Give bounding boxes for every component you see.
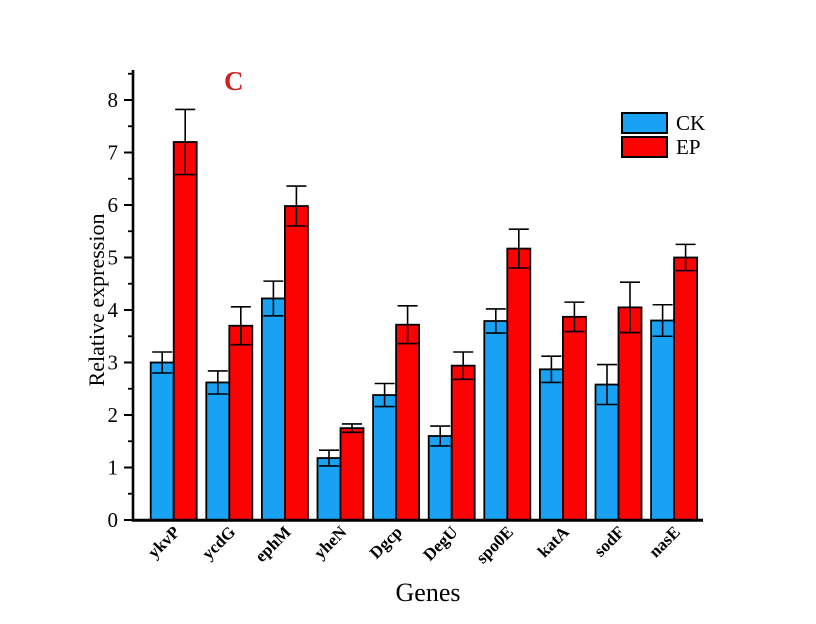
x-axis-title: Genes	[395, 578, 461, 607]
y-tick-label: 7	[108, 141, 119, 165]
bar-ck-DegU	[427, 435, 453, 521]
x-category-label: ephM	[251, 522, 294, 565]
x-category-label: spo0E	[472, 522, 517, 567]
bar-ck-katA	[539, 368, 564, 521]
x-category-label: sodF	[590, 522, 628, 560]
y-tick-label: 4	[108, 298, 119, 322]
bar-ep-katA	[562, 315, 587, 521]
y-tick-label: 2	[108, 403, 119, 427]
legend-label-ep: EP	[676, 134, 701, 159]
bar-ck-ephM	[260, 297, 286, 521]
bar-ep-nasE	[673, 256, 698, 521]
legend-swatch-ep	[621, 136, 668, 158]
y-tick-label: 0	[108, 508, 119, 532]
bar-ep-ykvP	[172, 141, 198, 521]
y-axis-title: Relative expression	[84, 213, 109, 387]
legend-label-ck: CK	[676, 110, 706, 135]
bar-ep-ycdG	[228, 324, 254, 521]
x-category-label: katA	[534, 522, 573, 561]
bar-ck-Dgcp	[372, 394, 398, 521]
y-tick-label: 6	[108, 193, 119, 217]
bar-ep-yheN	[339, 427, 365, 521]
legend: CK EP	[621, 112, 705, 160]
x-category-label: ykvP	[144, 522, 183, 561]
panel-label: C	[224, 66, 244, 96]
y-tick-label: 3	[108, 351, 119, 375]
x-category-label: nasE	[645, 522, 684, 561]
bar-ck-spo0E	[483, 320, 509, 521]
y-tick-label: 5	[108, 246, 119, 270]
bar-ep-Dgcp	[395, 323, 421, 521]
bar-ck-nasE	[650, 319, 675, 521]
bar-ck-ycdG	[205, 381, 231, 521]
x-category-label: yheN	[310, 522, 351, 563]
y-tick-label: 1	[108, 456, 119, 480]
bar-ep-ephM	[283, 205, 309, 521]
x-category-label: DegU	[419, 522, 461, 564]
bar-ep-sodF	[617, 306, 643, 521]
x-category-label: Dgcp	[366, 522, 406, 562]
x-category-label: ycdG	[198, 522, 239, 563]
y-tick-label: 8	[108, 88, 119, 112]
legend-entry-ck: CK	[621, 112, 705, 134]
bar-ck-ykvP	[149, 361, 175, 521]
bar-ep-DegU	[450, 364, 476, 521]
legend-swatch-ck	[621, 112, 668, 134]
legend-entry-ep: EP	[621, 136, 705, 158]
bar-ep-spo0E	[506, 247, 532, 521]
bar-ck-yheN	[316, 457, 342, 521]
